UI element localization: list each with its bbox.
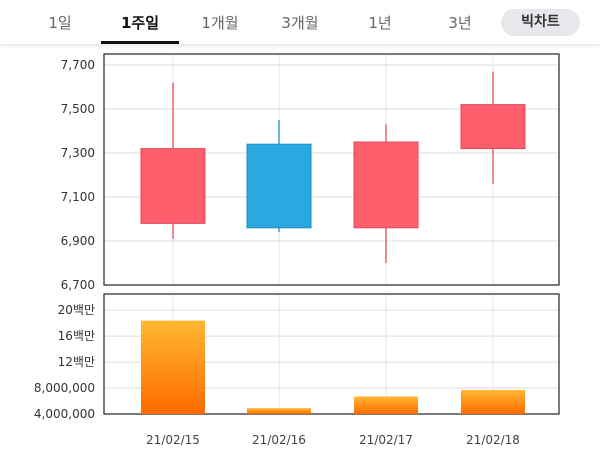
volume-bar	[141, 320, 205, 414]
price-tick-label: 7,100	[61, 190, 95, 204]
tab-1-day[interactable]: 1일	[48, 14, 72, 32]
volume-bar	[461, 390, 525, 414]
price-tick-label: 7,500	[61, 102, 95, 116]
tab-1-week[interactable]: 1주일	[101, 0, 179, 44]
price-tick-label: 7,700	[61, 58, 95, 72]
period-tab-bar: 1일 1주일 1개월 3개월 1년 3년 빅차트	[0, 0, 600, 44]
price-tick-label: 6,900	[61, 234, 95, 248]
tab-1-year[interactable]: 1년	[368, 14, 392, 32]
volume-tick-label: 12백만	[58, 355, 95, 369]
volume-panel-frame	[103, 293, 560, 415]
candles	[140, 71, 526, 263]
tab-3-months[interactable]: 3개월	[281, 14, 319, 32]
tab-1-month[interactable]: 1개월	[201, 14, 239, 32]
date-label: 21/02/15	[146, 433, 200, 447]
candle-body	[460, 104, 526, 150]
volume-tick-label: 16백만	[58, 329, 95, 343]
volume-axis: 20백만 16백만 12백만 8,000,000 4,000,000	[34, 303, 95, 421]
price-axis: 7,700 7,500 7,300 7,100 6,900 6,700	[61, 58, 95, 292]
candle-body	[140, 148, 206, 224]
candle-body	[353, 141, 419, 229]
big-chart-button[interactable]: 빅차트	[501, 9, 580, 36]
volume-bars	[141, 320, 525, 414]
volume-tick-label: 20백만	[58, 303, 95, 317]
volume-tick-label: 4,000,000	[34, 407, 95, 421]
date-label: 21/02/16	[252, 433, 306, 447]
volume-bar	[247, 408, 311, 414]
volume-bar	[354, 396, 418, 414]
volume-tick-label: 8,000,000	[34, 381, 95, 395]
date-label: 21/02/17	[359, 433, 413, 447]
tab-3-years[interactable]: 3년	[448, 14, 472, 32]
price-tick-label: 7,300	[61, 146, 95, 160]
date-axis: 21/02/15 21/02/16 21/02/17 21/02/18	[146, 433, 520, 447]
date-label: 21/02/18	[466, 433, 520, 447]
price-tick-label: 6,700	[61, 278, 95, 292]
stock-chart: 7,700 7,500 7,300 7,100 6,900 6,700 20백만 16백만 1…	[34, 53, 560, 447]
price-panel-frame	[103, 53, 560, 286]
candle-body	[246, 143, 312, 229]
